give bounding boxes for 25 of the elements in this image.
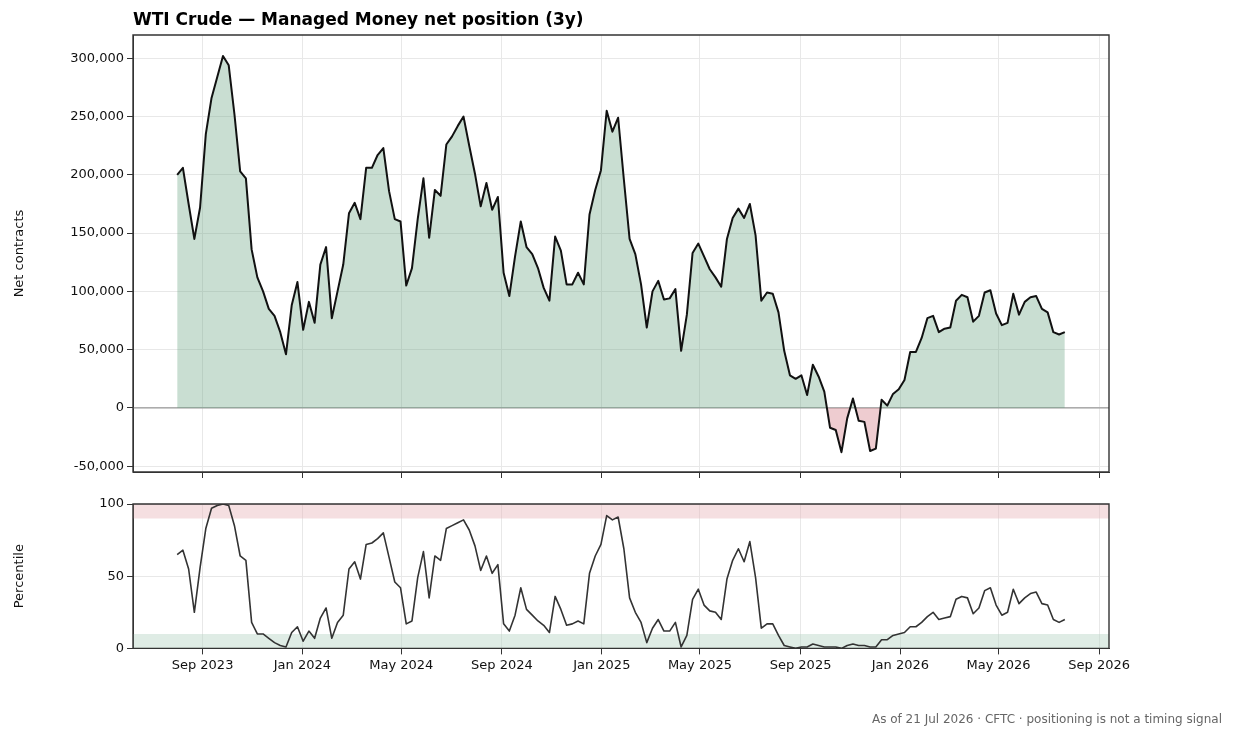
y-axis-title: Net contracts <box>11 209 27 298</box>
y-tick-label: 0 <box>115 399 124 415</box>
text: As of 21 Jul 2026 · CFTC · positioning is not a timing signal <box>871 712 1222 727</box>
x-tick-label: Sep 2024 <box>471 656 533 672</box>
x-tick-label: May 2024 <box>369 656 434 672</box>
y-axis-title: Percentile <box>11 544 27 609</box>
y-tick-label: 150,000 <box>70 224 124 240</box>
x-tick-label: May 2025 <box>667 656 732 672</box>
x-tick-label: Sep 2023 <box>171 656 234 672</box>
y-tick-label: -50,000 <box>73 457 124 473</box>
y-tick-label: 0 <box>115 639 124 655</box>
x-tick-label: Jan 2026 <box>870 656 930 672</box>
y-tick-label: 100,000 <box>70 282 124 298</box>
x-tick-label: May 2026 <box>966 656 1031 672</box>
x-tick-label: Jan 2025 <box>572 656 631 672</box>
y-tick-label: 50 <box>107 567 124 583</box>
y-tick-label: 250,000 <box>70 107 124 123</box>
chart-title: WTI Crude — Managed Money net position (3y) <box>133 8 584 29</box>
y-tick-label: 100 <box>99 495 124 511</box>
y-tick-label: 300,000 <box>70 49 124 65</box>
y-tick-label: 200,000 <box>70 166 124 182</box>
x-tick-label: Sep 2025 <box>769 656 832 672</box>
x-tick-label: Jan 2024 <box>272 656 331 672</box>
x-tick-label: Sep 2026 <box>1068 656 1131 672</box>
y-tick-label: 50,000 <box>78 341 124 357</box>
